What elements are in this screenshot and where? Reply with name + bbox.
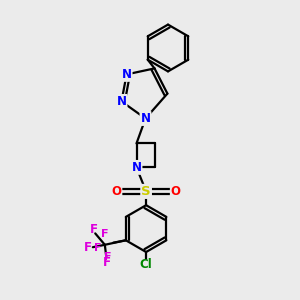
Text: N: N <box>131 161 142 174</box>
Text: N: N <box>116 95 127 108</box>
Text: F: F <box>84 241 92 254</box>
Text: N: N <box>140 112 151 125</box>
Text: O: O <box>171 185 181 198</box>
Text: F: F <box>89 223 98 236</box>
Text: F: F <box>101 229 109 239</box>
Text: S: S <box>141 185 151 198</box>
Text: N: N <box>122 68 132 81</box>
Text: F: F <box>94 243 101 253</box>
Text: Cl: Cl <box>140 257 152 271</box>
Text: O: O <box>111 185 122 198</box>
Text: F: F <box>103 256 111 269</box>
Text: F: F <box>104 252 112 262</box>
